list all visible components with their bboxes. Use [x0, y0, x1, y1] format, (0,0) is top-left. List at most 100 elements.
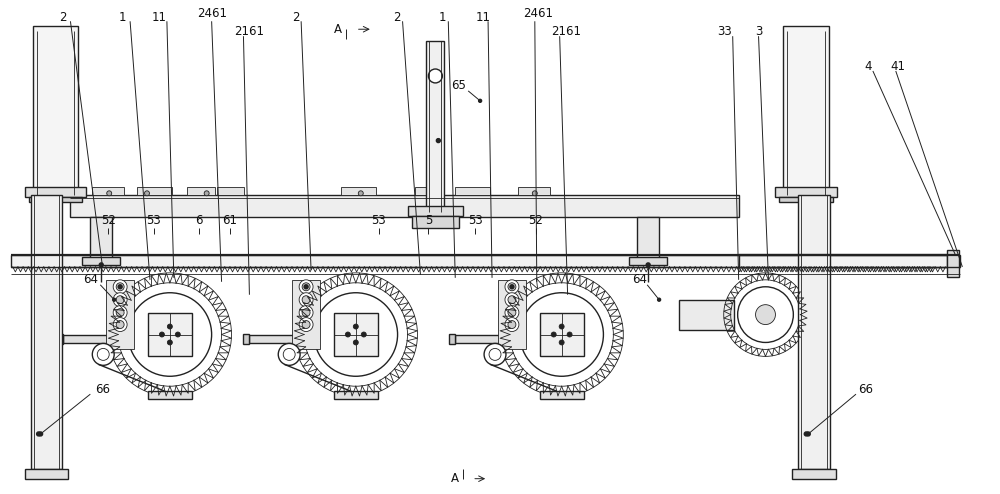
Circle shape [436, 139, 440, 143]
Circle shape [738, 287, 793, 342]
Circle shape [353, 324, 358, 329]
Text: 2: 2 [292, 11, 300, 24]
Bar [31, 195, 62, 469]
Circle shape [299, 293, 313, 307]
Text: 2: 2 [59, 11, 66, 24]
Bar [25, 187, 86, 197]
Text: 1: 1 [439, 11, 446, 24]
Text: 6: 6 [195, 213, 202, 227]
Circle shape [116, 309, 124, 317]
Circle shape [299, 306, 313, 320]
Bar [455, 187, 490, 195]
Bar [243, 333, 249, 344]
Bar [334, 391, 378, 399]
Circle shape [489, 348, 501, 360]
Circle shape [559, 324, 564, 329]
Bar [775, 187, 837, 197]
Circle shape [113, 298, 116, 301]
Circle shape [113, 306, 127, 320]
Circle shape [116, 283, 124, 291]
Text: 11: 11 [151, 11, 166, 24]
Circle shape [175, 332, 180, 337]
Bar [148, 391, 192, 399]
Text: 52: 52 [101, 213, 116, 227]
Circle shape [107, 191, 112, 196]
Bar [679, 300, 734, 329]
Bar [217, 187, 244, 195]
Circle shape [508, 296, 516, 304]
Circle shape [116, 296, 124, 304]
Circle shape [567, 332, 572, 337]
Circle shape [559, 340, 564, 345]
Bar [341, 187, 376, 195]
Circle shape [358, 191, 363, 196]
Circle shape [302, 309, 310, 317]
Bar [58, 333, 63, 344]
Circle shape [113, 318, 127, 331]
Text: 41: 41 [890, 59, 905, 73]
Bar [798, 195, 830, 469]
Text: 61: 61 [222, 213, 237, 227]
Text: 2461: 2461 [197, 7, 227, 20]
Circle shape [167, 324, 172, 329]
Bar [412, 216, 459, 228]
Bar [540, 313, 584, 356]
Circle shape [97, 348, 109, 360]
Bar [426, 41, 444, 212]
Circle shape [756, 305, 775, 325]
Text: 52: 52 [528, 213, 543, 227]
Text: A: A [451, 472, 459, 485]
Bar [783, 26, 829, 195]
Circle shape [646, 263, 650, 267]
Bar [92, 187, 124, 195]
Text: 53: 53 [468, 213, 483, 227]
Bar [292, 280, 320, 349]
Circle shape [159, 332, 164, 337]
Circle shape [505, 318, 519, 331]
Text: 53: 53 [147, 213, 161, 227]
Circle shape [345, 332, 350, 337]
Circle shape [116, 321, 124, 329]
Bar [106, 280, 134, 349]
Circle shape [804, 432, 808, 436]
Text: 66: 66 [95, 383, 110, 396]
Circle shape [37, 432, 41, 436]
Circle shape [484, 343, 506, 366]
Bar [637, 217, 659, 262]
Circle shape [508, 321, 516, 329]
Bar [779, 197, 833, 202]
Circle shape [510, 285, 514, 289]
Circle shape [508, 309, 516, 317]
Circle shape [99, 263, 103, 267]
Bar [739, 255, 947, 267]
Bar [70, 195, 739, 217]
Bar [11, 255, 960, 267]
Circle shape [551, 332, 556, 337]
Bar [148, 313, 192, 356]
Circle shape [302, 283, 310, 291]
Circle shape [145, 191, 149, 196]
Bar [415, 187, 443, 195]
Bar [249, 334, 294, 343]
Circle shape [118, 285, 122, 289]
Circle shape [353, 340, 358, 345]
Circle shape [299, 280, 313, 294]
Circle shape [361, 332, 366, 337]
Bar [25, 469, 68, 479]
Text: 5: 5 [425, 213, 432, 227]
Text: 66: 66 [858, 383, 873, 396]
Circle shape [658, 298, 661, 301]
Bar [449, 333, 455, 344]
Text: 2: 2 [393, 11, 400, 24]
Bar [63, 334, 108, 343]
Bar [408, 206, 463, 216]
Bar [137, 187, 172, 195]
Text: 64: 64 [632, 273, 647, 287]
Circle shape [505, 280, 519, 294]
Circle shape [299, 318, 313, 331]
Circle shape [167, 340, 172, 345]
Circle shape [304, 285, 308, 289]
Bar [629, 257, 667, 265]
Circle shape [505, 306, 519, 320]
Text: 3: 3 [755, 25, 762, 38]
